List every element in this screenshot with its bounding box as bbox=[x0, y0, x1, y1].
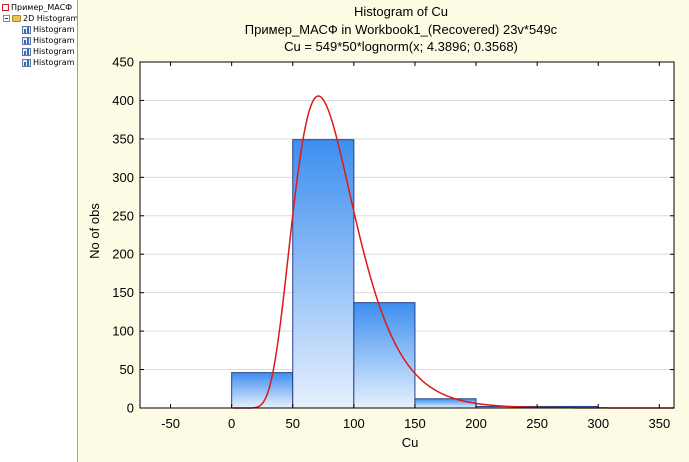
tree-item-histogram[interactable]: Histogram o bbox=[22, 57, 78, 68]
y-tick-label: 200 bbox=[112, 247, 134, 262]
folder-icon bbox=[12, 15, 21, 22]
bars bbox=[231, 139, 599, 409]
histogram-icon bbox=[22, 36, 31, 45]
y-tick-label: 350 bbox=[112, 131, 134, 146]
histogram-chart: Histogram of Cu Пример_МАСФ in Workbook1… bbox=[87, 4, 675, 450]
tree-item-folder[interactable]: 2D Histograms bbox=[3, 13, 78, 24]
y-tick-label: 50 bbox=[120, 362, 134, 377]
tree-item-label: Histogram o bbox=[33, 47, 78, 56]
tree-item-root-label: Пример_МАСФ bbox=[11, 3, 73, 12]
y-tick-label: 400 bbox=[112, 93, 134, 108]
tree-item-histogram[interactable]: Histogram o bbox=[22, 24, 78, 35]
graph-window: Histogram of Cu Пример_МАСФ in Workbook1… bbox=[78, 0, 689, 462]
x-tick-label: 200 bbox=[465, 416, 487, 431]
histogram-bar bbox=[414, 398, 477, 409]
chart-subtitle: Пример_МАСФ in Workbook1_(Recovered) 23v… bbox=[245, 22, 558, 37]
chart-formula: Cu = 549*50*lognorm(x; 4.3896; 0.3568) bbox=[284, 39, 518, 54]
workbook-tree-panel: Пример_МАСФ 2D Histograms Histogram o Hi… bbox=[0, 0, 78, 462]
y-axis-label: No of obs bbox=[87, 203, 102, 259]
x-tick-label: 250 bbox=[526, 416, 548, 431]
axis-ticks: -50 0 50 100 150 200 250 300 350 0 50 100 150 200 250 3… bbox=[112, 55, 674, 431]
plot-frame bbox=[139, 61, 675, 409]
tree-item-root[interactable]: Пример_МАСФ bbox=[2, 2, 72, 13]
x-tick-label: 300 bbox=[587, 416, 609, 431]
x-tick-label: 350 bbox=[648, 416, 670, 431]
chart-title: Histogram of Cu bbox=[354, 4, 448, 19]
histogram-bar bbox=[231, 372, 294, 409]
x-axis-label: Cu bbox=[402, 435, 419, 450]
x-tick-label: 0 bbox=[228, 416, 235, 431]
x-tick-label: 50 bbox=[286, 416, 300, 431]
y-tick-label: 0 bbox=[127, 401, 134, 416]
x-tick-label: 100 bbox=[343, 416, 365, 431]
x-tick-label: -50 bbox=[161, 416, 180, 431]
tree-item-label: Histogram o bbox=[33, 36, 78, 45]
tree-item-histogram[interactable]: Histogram o bbox=[22, 46, 78, 57]
histogram-icon bbox=[22, 47, 31, 56]
collapse-icon[interactable] bbox=[3, 15, 10, 22]
workbook-icon bbox=[2, 4, 9, 11]
y-tick-label: 250 bbox=[112, 208, 134, 223]
tree-item-folder-label: 2D Histograms bbox=[23, 14, 78, 23]
y-tick-label: 150 bbox=[112, 285, 134, 300]
y-tick-label: 300 bbox=[112, 170, 134, 185]
histogram-icon bbox=[22, 25, 31, 34]
tree-item-histogram[interactable]: Histogram o bbox=[22, 35, 78, 46]
y-tick-label: 450 bbox=[112, 55, 134, 70]
tree-item-label: Histogram o bbox=[33, 25, 78, 34]
y-tick-label: 100 bbox=[112, 324, 134, 339]
x-tick-label: 150 bbox=[404, 416, 426, 431]
histogram-icon bbox=[22, 58, 31, 67]
tree-item-label: Histogram o bbox=[33, 58, 78, 67]
histogram-bar bbox=[292, 139, 355, 409]
